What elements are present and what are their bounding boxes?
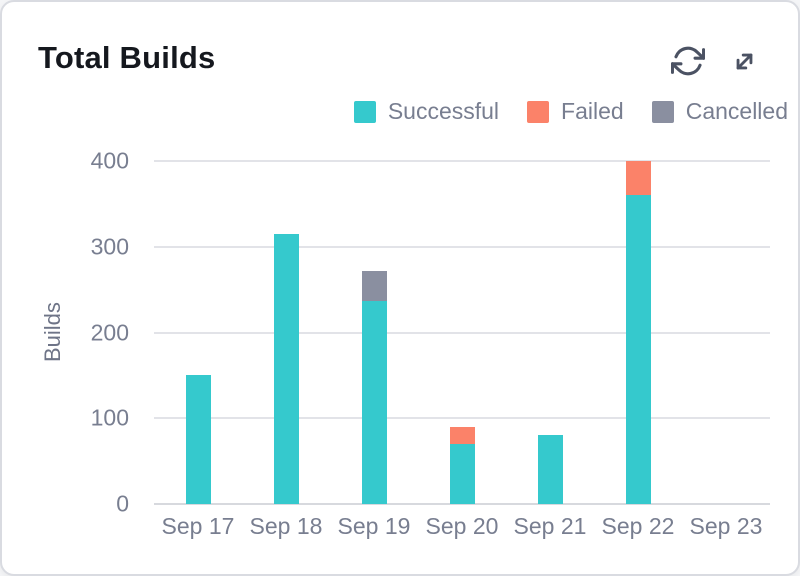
x-axis: Sep 17 Sep 18 Sep 19 Sep 20 Sep 21 Sep 2… — [154, 513, 770, 540]
expand-button[interactable] — [729, 46, 760, 77]
bar-segment-successful[interactable] — [537, 434, 563, 504]
x-tick-label: Sep 21 — [513, 513, 587, 539]
bar-segment-successful[interactable] — [449, 443, 475, 504]
bar-column — [594, 161, 682, 504]
bar-segment-successful[interactable] — [185, 375, 211, 504]
gridline — [154, 245, 770, 248]
x-tick-label: Sep 17 — [161, 513, 235, 539]
x-tick-label: Sep 18 — [249, 513, 323, 539]
bar-column — [242, 161, 330, 504]
legend-label-successful: Successful — [387, 98, 500, 124]
y-tick-label: 200 — [90, 319, 129, 345]
bar-column — [506, 161, 594, 504]
y-tick-label: 0 — [116, 490, 129, 517]
bar-segment-successful[interactable] — [273, 233, 299, 504]
refresh-icon — [671, 44, 705, 78]
gridline — [154, 160, 770, 162]
bar-column — [418, 161, 506, 504]
legend-item-cancelled[interactable]: Cancelled — [651, 98, 788, 125]
y-axis: 400 300 200 100 0 — [42, 148, 129, 517]
y-tick-label: 300 — [90, 233, 129, 260]
x-tick-label: Sep 20 — [425, 513, 499, 539]
x-axis-baseline — [154, 503, 770, 505]
bar-column — [682, 161, 770, 504]
bar-segment-failed[interactable] — [449, 426, 475, 444]
legend-label-cancelled: Cancelled — [685, 98, 788, 124]
bar-segment-successful[interactable] — [625, 195, 651, 504]
bar-column — [154, 161, 242, 504]
legend-label-failed: Failed — [561, 98, 624, 124]
bars — [154, 161, 770, 504]
gridline — [154, 417, 770, 420]
bar-segment-successful[interactable] — [361, 300, 387, 504]
bar-segment-cancelled[interactable] — [361, 270, 387, 301]
card-actions — [671, 44, 760, 78]
legend-swatch-failed — [527, 100, 550, 123]
y-tick-label: 100 — [90, 404, 129, 431]
x-tick-label: Sep 23 — [689, 513, 763, 539]
expand-icon — [729, 46, 760, 77]
page-title: Total Builds — [38, 40, 216, 75]
y-tick-label: 400 — [90, 147, 129, 174]
legend-swatch-cancelled — [651, 100, 674, 123]
legend-swatch-successful — [353, 100, 376, 123]
gridline — [154, 331, 770, 334]
legend-item-successful[interactable]: Successful — [353, 98, 500, 125]
bar-segment-failed[interactable] — [625, 161, 651, 196]
refresh-button[interactable] — [671, 44, 705, 78]
chart-legend: Successful Failed Cancelled — [353, 98, 788, 125]
bar-column — [330, 161, 418, 504]
plot-area — [154, 160, 770, 505]
x-tick-label: Sep 19 — [337, 513, 411, 539]
x-tick-label: Sep 22 — [601, 513, 675, 539]
legend-item-failed[interactable]: Failed — [527, 98, 624, 125]
